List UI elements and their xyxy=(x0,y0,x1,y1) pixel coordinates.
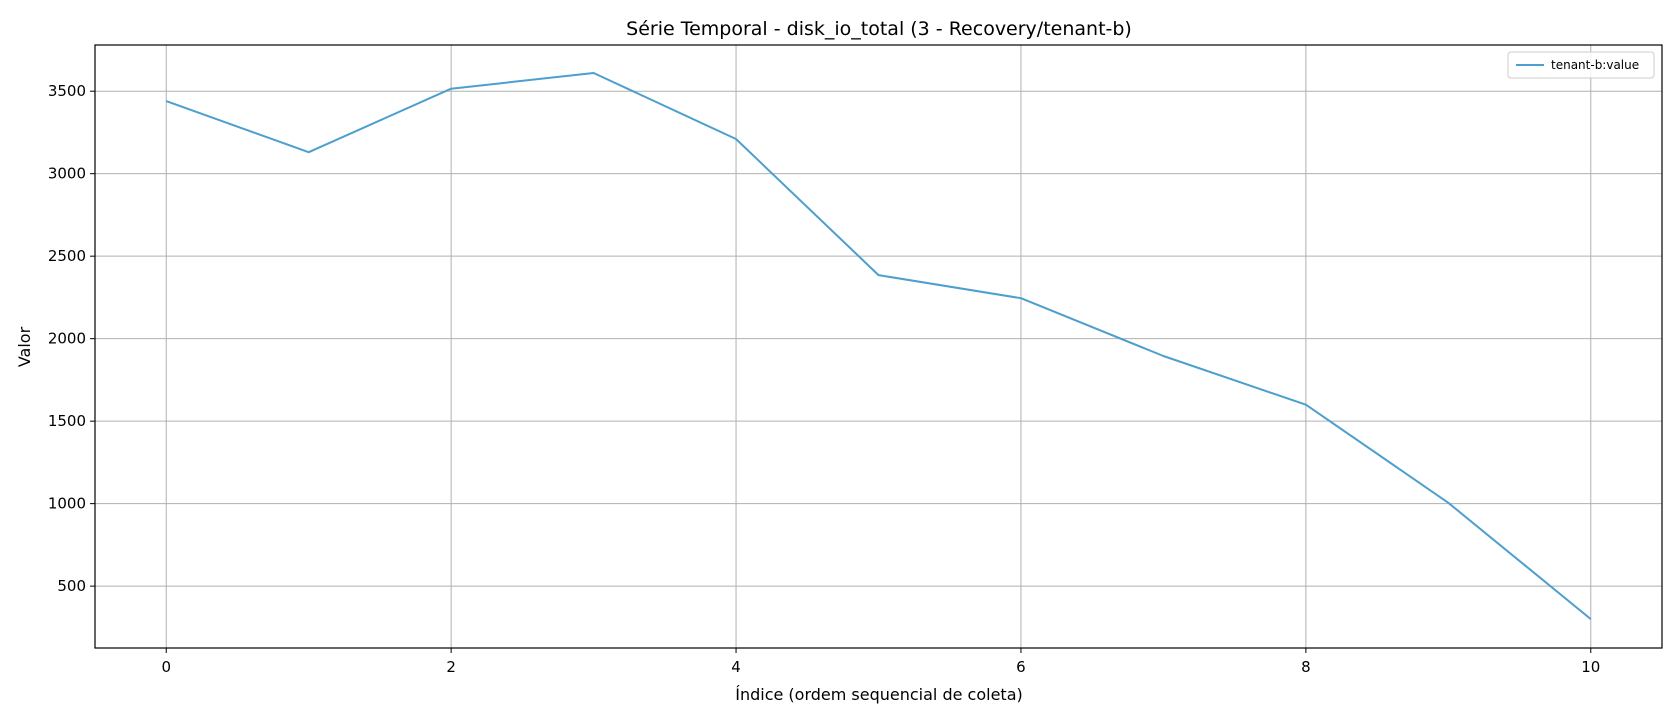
x-tick-label: 8 xyxy=(1301,658,1311,676)
y-axis-label: Valor xyxy=(15,326,34,367)
y-tick-label: 1000 xyxy=(48,495,86,513)
y-tick-label: 3500 xyxy=(48,82,86,100)
x-axis-label: Índice (ordem sequencial de coleta) xyxy=(735,685,1023,704)
series-layer xyxy=(165,72,1592,620)
legend: tenant-b:value xyxy=(1507,51,1655,79)
y-tick-label: 1500 xyxy=(48,412,86,430)
legend-label: tenant-b:value xyxy=(1551,58,1639,72)
x-tick-label: 6 xyxy=(1016,658,1026,676)
x-tick-label: 10 xyxy=(1581,658,1600,676)
grid-lines xyxy=(95,45,1662,648)
legend-box xyxy=(1507,51,1655,79)
y-tick-label: 2500 xyxy=(48,247,86,265)
y-tick-label: 500 xyxy=(57,577,86,595)
y-axis: 500 1000 1500 2000 2500 3000 3500 xyxy=(48,82,95,595)
y-tick-label: 3000 xyxy=(48,165,86,183)
chart-title: Série Temporal - disk_io_total (3 - Reco… xyxy=(626,18,1132,40)
x-tick-label: 2 xyxy=(446,658,456,676)
y-tick-label: 2000 xyxy=(48,330,86,348)
x-axis: 0 2 4 6 8 10 xyxy=(161,648,1600,676)
x-tick-label: 0 xyxy=(161,658,171,676)
x-tick-label: 4 xyxy=(731,658,741,676)
plot-frame xyxy=(94,44,1663,649)
series-line xyxy=(165,72,1592,620)
